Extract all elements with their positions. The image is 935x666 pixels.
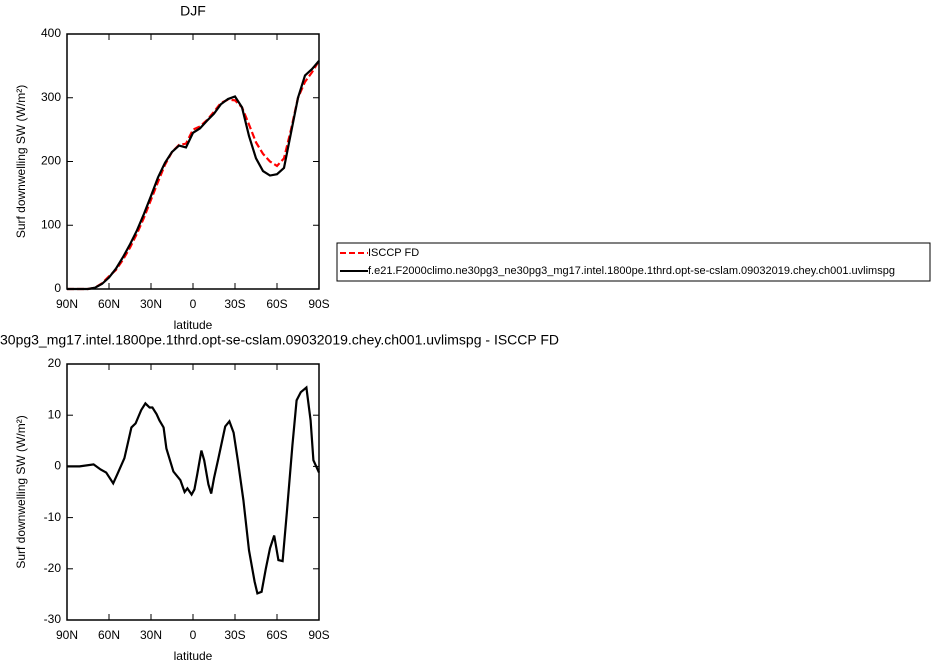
x-tick-label: 0 — [190, 628, 197, 642]
legend-label: f.e21.F2000climo.ne30pg3_ne30pg3_mg17.in… — [368, 265, 895, 277]
x-tick-label: 0 — [190, 297, 197, 311]
x-axis-label: latitude — [174, 649, 213, 663]
data-line — [67, 60, 320, 291]
plot-frame — [66, 363, 320, 621]
x-tick-label: 90N — [56, 628, 78, 642]
x-tick-label: 30S — [224, 628, 245, 642]
y-tick-label: -10 — [44, 510, 62, 524]
y-tick-label: -20 — [44, 561, 62, 575]
y-tick-label: 300 — [41, 90, 61, 104]
y-tick-label: 20 — [48, 356, 62, 370]
x-tick-label: 90N — [56, 297, 78, 311]
x-axis-label: latitude — [174, 318, 213, 332]
chart-title: DJF — [180, 3, 206, 19]
plot-frame — [66, 33, 320, 290]
x-tick-label: 60S — [266, 628, 287, 642]
y-tick-label: 200 — [41, 154, 61, 168]
y-tick-label: -30 — [44, 612, 62, 626]
data-line — [67, 385, 321, 595]
x-tick-label: 60S — [266, 297, 287, 311]
chart-title: 30pg3_mg17.intel.1800pe.1thrd.opt-se-csl… — [0, 332, 559, 348]
y-axis-label: Surf downwelling SW (W/m²) — [14, 415, 28, 568]
y-tick-label: 100 — [41, 217, 61, 231]
x-tick-label: 90S — [308, 297, 329, 311]
x-tick-label: 60N — [98, 297, 120, 311]
x-tick-label: 30N — [140, 628, 162, 642]
x-tick-label: 60N — [98, 628, 120, 642]
x-tick-label: 90S — [308, 628, 329, 642]
y-tick-label: 0 — [54, 459, 61, 473]
y-tick-label: 0 — [54, 281, 61, 295]
x-tick-label: 30N — [140, 297, 162, 311]
y-axis-label: Surf downwelling SW (W/m²) — [14, 85, 28, 238]
legend-label: ISCCP FD — [368, 247, 419, 259]
data-line — [67, 60, 320, 291]
x-tick-label: 30S — [224, 297, 245, 311]
legend-box — [336, 242, 931, 282]
y-tick-label: 10 — [48, 407, 62, 421]
y-tick-label: 400 — [41, 26, 61, 40]
